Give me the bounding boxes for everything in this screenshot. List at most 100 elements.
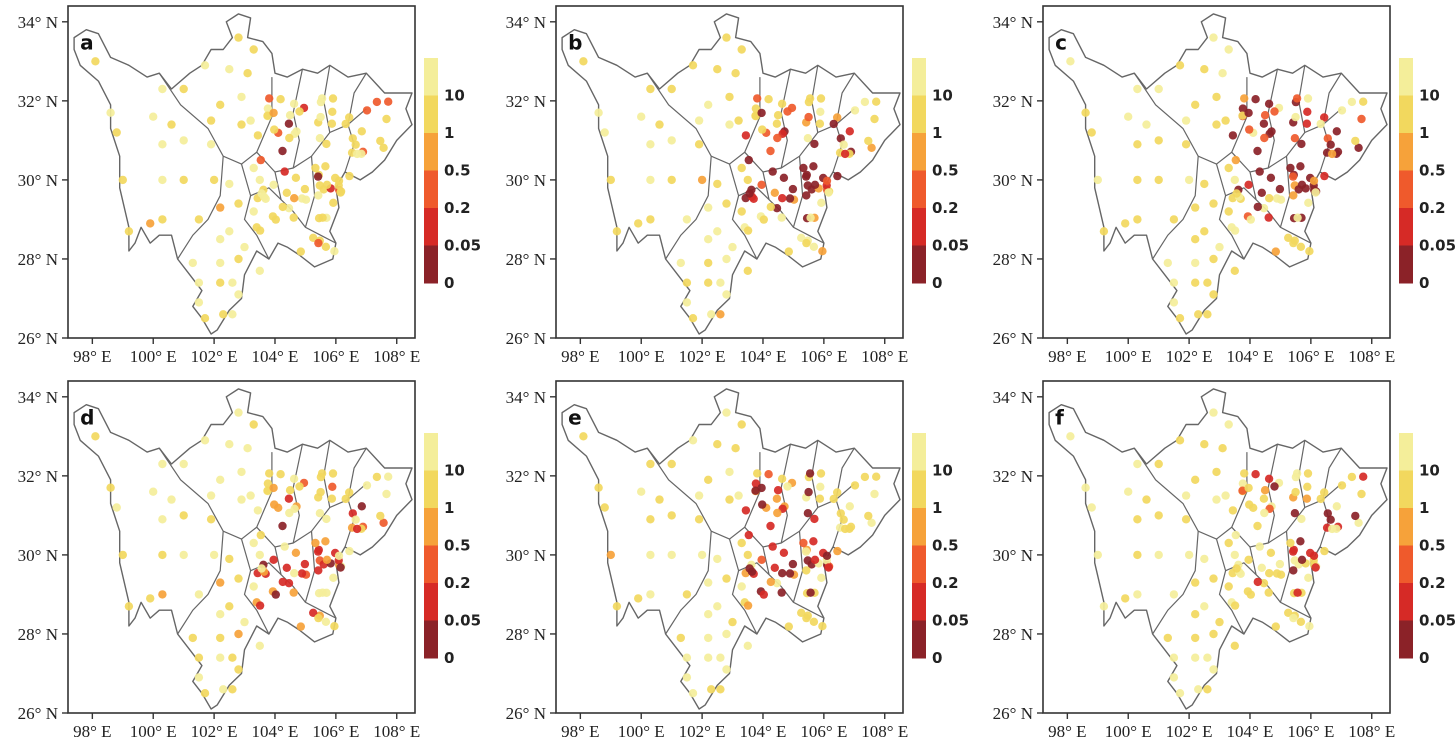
station-point [327, 119, 337, 128]
station-point [802, 613, 811, 623]
district-boundary [738, 562, 770, 576]
station-point [225, 602, 234, 611]
colorbar-label: 10 [932, 462, 953, 480]
station-point [722, 408, 731, 417]
station-point [1163, 633, 1172, 643]
station-point [1212, 467, 1221, 477]
station-point [722, 199, 731, 208]
station-point [1246, 215, 1255, 224]
station-point [676, 633, 685, 643]
y-tick-label: 30° N [993, 546, 1033, 565]
station-point [1221, 116, 1230, 125]
station-point [1297, 555, 1307, 564]
station-point [112, 128, 121, 137]
station-point [1305, 622, 1314, 631]
station-point [206, 515, 216, 524]
station-point [322, 139, 331, 149]
station-point [234, 199, 243, 208]
station-point [845, 502, 854, 511]
station-point [228, 685, 237, 694]
map-panel-b: b 26° N 28° N 30° N 32° N 34° N 98° E 100° E 102… [506, 5, 968, 366]
y-tick-label: 34° N [993, 13, 1033, 32]
station-point [646, 550, 655, 560]
colorbar-label: 0.05 [444, 612, 480, 630]
station-point [777, 588, 786, 597]
plot-frame [1042, 5, 1391, 339]
station-point [612, 227, 622, 236]
station-point [809, 617, 819, 626]
station-point [234, 33, 243, 42]
station-point [216, 475, 225, 484]
plot-frame [555, 380, 904, 714]
station-point [1357, 114, 1366, 124]
station-point [818, 622, 827, 631]
station-point [1142, 495, 1151, 504]
station-point [315, 509, 325, 518]
colorbar-segment [1399, 133, 1413, 171]
station-point [688, 436, 698, 445]
y-tick-label: 26° N [506, 329, 546, 348]
station-point [766, 521, 775, 531]
colorbar-label: 0.05 [1419, 237, 1455, 255]
station-point [634, 219, 643, 228]
colorbar-segment [1399, 470, 1413, 509]
station-point [722, 629, 731, 639]
station-point [804, 487, 813, 497]
x-tick-label: 106° E [1287, 347, 1334, 366]
station-point [289, 99, 299, 109]
colorbar-segment [1399, 170, 1413, 209]
station-point [768, 167, 777, 176]
station-point [1232, 564, 1241, 573]
x-tick-label: 102° E [1166, 722, 1213, 741]
station-point [1181, 491, 1191, 500]
station-point [209, 175, 219, 185]
colorbar-segment [1399, 58, 1413, 96]
station-point [778, 194, 787, 203]
station-point [1309, 176, 1319, 185]
station-point [243, 69, 252, 78]
station-point [1327, 149, 1337, 159]
station-point [1257, 563, 1266, 572]
station-point [1296, 242, 1306, 251]
station-point [146, 219, 155, 228]
station-point [278, 577, 287, 587]
station-point [1309, 551, 1319, 560]
station-point [1289, 191, 1298, 200]
y-tick-label: 34° N [993, 388, 1033, 407]
district-boundary [292, 444, 303, 544]
map-panel-e: e 26° N 28° N 30° N 32° N 34° N 98° E 100° E 102… [506, 380, 968, 741]
station-point [225, 227, 234, 236]
colorbar-segment [424, 433, 438, 471]
station-point [768, 542, 777, 551]
colorbar-segment [912, 170, 926, 209]
station-point [1224, 163, 1233, 173]
station-point [1260, 111, 1270, 120]
station-point [271, 215, 280, 224]
station-point [1184, 550, 1194, 560]
station-point [249, 163, 258, 173]
y-tick-label: 30° N [506, 171, 546, 190]
station-point [1212, 120, 1221, 129]
station-point [225, 440, 234, 449]
station-point [1337, 481, 1347, 490]
station-point [810, 514, 819, 524]
station-point [579, 432, 588, 441]
station-point [1228, 131, 1238, 140]
station-point [255, 550, 264, 560]
station-point [228, 653, 237, 662]
station-point [804, 112, 813, 122]
station-point [818, 247, 827, 256]
station-point [1266, 548, 1276, 557]
colorbar-segment [424, 620, 438, 659]
station-point [744, 530, 753, 540]
x-tick-label: 100° E [1105, 722, 1152, 741]
station-point [246, 116, 255, 125]
station-point [1289, 613, 1298, 623]
station-point [772, 119, 782, 128]
station-point [667, 459, 676, 469]
station-point [328, 469, 338, 478]
station-point [382, 489, 391, 499]
x-tick-label: 104° E [1227, 722, 1274, 741]
station-point [646, 175, 655, 185]
x-tick-label: 106° E [312, 347, 359, 366]
